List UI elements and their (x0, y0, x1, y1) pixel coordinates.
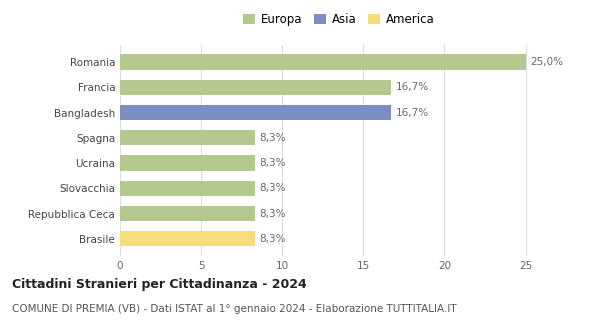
Text: 8,3%: 8,3% (260, 209, 286, 219)
Text: 25,0%: 25,0% (530, 57, 563, 67)
Text: 8,3%: 8,3% (260, 158, 286, 168)
Bar (120, 80, 391, 95)
Text: 16,7%: 16,7% (396, 82, 429, 92)
Bar (120, 130, 254, 145)
Text: 8,3%: 8,3% (260, 234, 286, 244)
Bar (120, 54, 526, 69)
Bar (120, 231, 254, 246)
Text: Cittadini Stranieri per Cittadinanza - 2024: Cittadini Stranieri per Cittadinanza - 2… (12, 278, 307, 292)
Legend: Europa, Asia, America: Europa, Asia, America (238, 8, 440, 31)
Text: 16,7%: 16,7% (396, 108, 429, 117)
Text: COMUNE DI PREMIA (VB) - Dati ISTAT al 1° gennaio 2024 - Elaborazione TUTTITALIA.: COMUNE DI PREMIA (VB) - Dati ISTAT al 1°… (12, 304, 457, 314)
Bar (120, 206, 254, 221)
Bar (120, 105, 391, 120)
Text: 8,3%: 8,3% (260, 183, 286, 193)
Bar (120, 181, 254, 196)
Bar (120, 156, 254, 171)
Text: 8,3%: 8,3% (260, 133, 286, 143)
